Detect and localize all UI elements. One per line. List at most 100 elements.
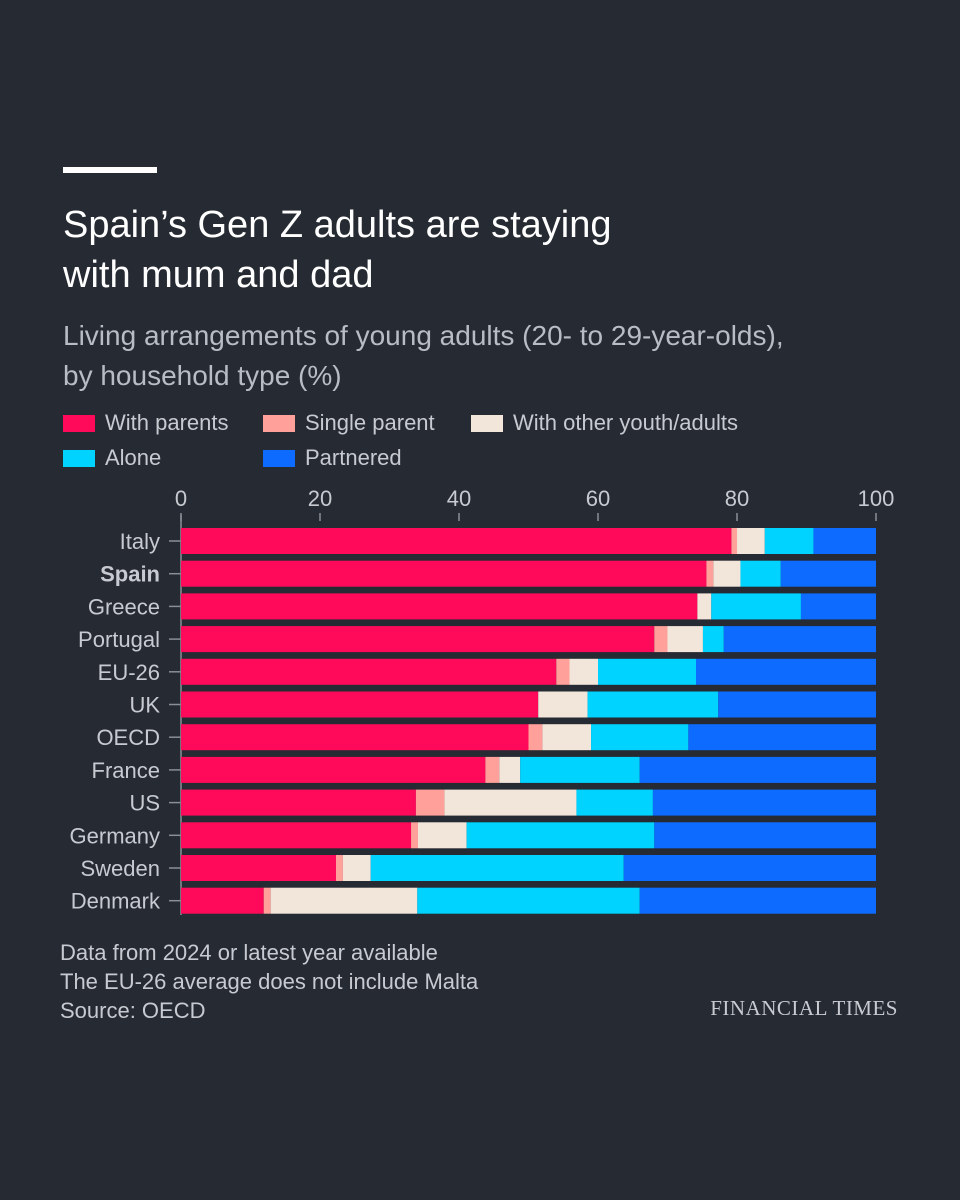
legend-swatch-other-youth-adults bbox=[471, 414, 503, 432]
bar-portugal-with-other-youth-adults bbox=[667, 626, 703, 653]
bar-oecd-partnered bbox=[688, 724, 876, 751]
bar-greece-with-other-youth-adults bbox=[697, 593, 712, 620]
legend-item-partnered: Partnered bbox=[263, 443, 402, 473]
legend-swatch-single-parent bbox=[263, 414, 295, 432]
bar-sweden-with-parents bbox=[181, 855, 336, 881]
bar-france-alone bbox=[520, 756, 640, 783]
chart-legend: With parents Single parent With other yo… bbox=[63, 408, 923, 478]
bar-italy-partnered bbox=[813, 528, 876, 554]
bar-germany-with-parents bbox=[181, 822, 412, 849]
bar-italy-alone bbox=[764, 528, 814, 554]
subtitle-line-1: Living arrangements of young adults (20-… bbox=[63, 320, 784, 351]
bar-spain-single-parent bbox=[706, 560, 714, 587]
chart-title: Spain’s Gen Z adults are staying with mu… bbox=[63, 200, 903, 300]
subtitle-line-2: by household type (%) bbox=[63, 360, 342, 391]
bar-uk-alone bbox=[587, 691, 719, 718]
bar-spain-with-parents bbox=[181, 560, 707, 587]
bar-sweden-partnered bbox=[623, 855, 876, 881]
legend-label-alone: Alone bbox=[105, 445, 162, 470]
bar-spain-alone bbox=[740, 560, 781, 587]
y-tick-label-uk: UK bbox=[129, 693, 160, 718]
legend-label-partnered: Partnered bbox=[305, 445, 402, 470]
bar-greece-with-parents bbox=[181, 593, 698, 620]
x-tick-label-20: 20 bbox=[308, 486, 332, 511]
title-line-2: with mum and dad bbox=[63, 254, 374, 296]
bar-eu-26-single-parent bbox=[556, 658, 570, 685]
bar-uk-with-parents bbox=[181, 691, 539, 718]
x-tick-label-60: 60 bbox=[586, 486, 610, 511]
legend-label-single-parent: Single parent bbox=[305, 410, 435, 435]
bar-oecd-alone bbox=[591, 724, 689, 751]
bar-sweden-with-other-youth-adults bbox=[342, 855, 371, 881]
y-tick-label-spain: Spain bbox=[100, 562, 160, 587]
bar-sweden-single-parent bbox=[335, 855, 343, 881]
y-tick-label-oecd: OECD bbox=[96, 725, 160, 750]
legend-item-single-parent: Single parent bbox=[263, 408, 435, 438]
bar-france-partnered bbox=[639, 756, 876, 783]
bar-oecd-with-parents bbox=[181, 724, 529, 751]
bar-us-with-parents bbox=[181, 789, 416, 816]
bar-denmark-partnered bbox=[639, 887, 876, 914]
bar-oecd-single-parent bbox=[528, 724, 543, 751]
y-tick-label-portugal: Portugal bbox=[78, 627, 160, 652]
y-tick-label-us: US bbox=[129, 791, 160, 816]
bar-oecd-with-other-youth-adults bbox=[542, 724, 592, 751]
title-rule bbox=[63, 167, 157, 173]
bar-italy-with-other-youth-adults bbox=[737, 528, 765, 554]
bar-eu-26-with-parents bbox=[181, 658, 557, 685]
bar-spain-partnered bbox=[780, 560, 876, 587]
note-eu-malta: The EU-26 average does not include Malta bbox=[60, 969, 479, 994]
legend-item-other-youth-adults: With other youth/adults bbox=[471, 408, 738, 438]
bar-spain-with-other-youth-adults bbox=[713, 560, 741, 587]
y-tick-label-denmark: Denmark bbox=[71, 889, 161, 914]
bar-portugal-single-parent bbox=[654, 626, 668, 653]
legend-swatch-with-parents bbox=[63, 414, 95, 432]
bar-us-partnered bbox=[652, 789, 876, 816]
y-tick-label-greece: Greece bbox=[88, 594, 160, 619]
stacked-bar-chart: 0 20 40 60 80 100 Italy Spain Greece Portugal EU-2… bbox=[70, 486, 895, 915]
note-source: Source: OECD bbox=[60, 998, 206, 1023]
x-tick-label-80: 80 bbox=[725, 486, 749, 511]
bar-uk-partnered bbox=[718, 691, 876, 718]
bar-germany-partnered bbox=[654, 822, 876, 849]
bar-portugal-alone bbox=[702, 626, 724, 653]
note-data-year: Data from 2024 or latest year available bbox=[60, 940, 438, 965]
bar-germany-single-parent bbox=[411, 822, 418, 849]
y-tick-label-france: France bbox=[92, 758, 160, 783]
bar-denmark-single-parent bbox=[263, 887, 271, 914]
bar-denmark-with-parents bbox=[181, 887, 264, 914]
legend-item-with-parents: With parents bbox=[63, 408, 229, 438]
bar-uk-with-other-youth-adults bbox=[538, 691, 588, 718]
bar-italy-single-parent bbox=[731, 528, 737, 554]
bar-greece-alone bbox=[711, 593, 801, 620]
bar-denmark-alone bbox=[417, 887, 640, 914]
bar-eu-26-alone bbox=[598, 658, 696, 685]
bar-france-with-other-youth-adults bbox=[499, 756, 521, 783]
legend-swatch-partnered bbox=[263, 449, 295, 467]
x-tick-label-40: 40 bbox=[447, 486, 471, 511]
bar-france-single-parent bbox=[485, 756, 500, 783]
y-tick-label-germany: Germany bbox=[70, 823, 160, 848]
y-tick-label-sweden: Sweden bbox=[80, 856, 160, 881]
legend-label-other-youth-adults: With other youth/adults bbox=[513, 410, 739, 435]
bar-eu-26-with-other-youth-adults bbox=[569, 658, 598, 685]
y-tick-label-eu-26: EU-26 bbox=[98, 660, 160, 685]
bar-germany-with-other-youth-adults bbox=[417, 822, 467, 849]
bar-eu-26-partnered bbox=[695, 658, 876, 685]
financial-times-logo: FINANCIAL TIMES bbox=[710, 996, 898, 1020]
bar-italy-with-parents bbox=[181, 528, 732, 554]
bar-greece-partnered bbox=[800, 593, 876, 620]
bar-france-with-parents bbox=[181, 756, 486, 783]
bar-us-alone bbox=[576, 789, 653, 816]
legend-swatch-alone bbox=[63, 449, 95, 467]
bar-portugal-partnered bbox=[723, 626, 876, 653]
bar-portugal-with-parents bbox=[181, 626, 655, 653]
title-line-1: Spain’s Gen Z adults are staying bbox=[63, 204, 612, 246]
legend-label-with-parents: With parents bbox=[105, 410, 229, 435]
x-tick-label-100: 100 bbox=[858, 486, 895, 511]
x-tick-label-0: 0 bbox=[175, 486, 187, 511]
bar-us-with-other-youth-adults bbox=[444, 789, 577, 816]
legend-item-alone: Alone bbox=[63, 443, 161, 473]
bar-us-single-parent bbox=[415, 789, 445, 816]
bar-denmark-with-other-youth-adults bbox=[270, 887, 418, 914]
